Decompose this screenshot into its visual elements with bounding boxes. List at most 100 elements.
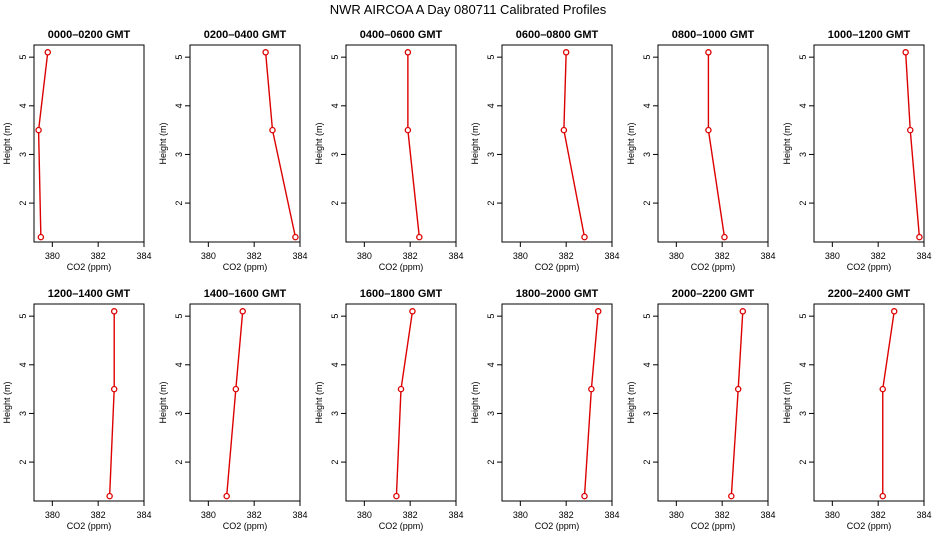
- data-point: [560, 126, 568, 134]
- y-tick-label: 3: [18, 411, 28, 416]
- x-tick-label: 380: [669, 251, 684, 261]
- x-tick-label: 380: [357, 251, 372, 261]
- y-tick-label: 4: [798, 362, 808, 367]
- plot-frame: [33, 44, 145, 243]
- x-tick-label: 384: [760, 510, 775, 520]
- x-tick-label: 384: [604, 251, 619, 261]
- y-tick-label: 3: [798, 411, 808, 416]
- x-tick-label: 384: [292, 510, 307, 520]
- y-tick-label: 2: [18, 201, 28, 206]
- y-tick-label: 5: [330, 55, 340, 60]
- y-tick-label: 5: [18, 55, 28, 60]
- y-tick-label: 4: [798, 103, 808, 108]
- y-tick-label: 4: [642, 103, 652, 108]
- data-point: [728, 492, 735, 500]
- data-point: [292, 233, 299, 241]
- data-point: [35, 126, 42, 134]
- data-point: [562, 49, 570, 56]
- panel-title: 1000–1200 GMT: [828, 29, 911, 41]
- y-axis-label: Height (m): [626, 381, 636, 423]
- y-axis-label: Height (m): [2, 381, 12, 423]
- x-tick-label: 384: [136, 510, 151, 520]
- profile-line-segment: [108, 389, 115, 497]
- data-point: [595, 308, 602, 315]
- profile-line-segment: [904, 52, 911, 131]
- y-tick-label: 4: [642, 362, 652, 367]
- panel-title: 1600–1800 GMT: [360, 288, 443, 300]
- data-point: [262, 49, 269, 56]
- data-point: [705, 49, 712, 56]
- data-point: [409, 308, 416, 315]
- x-axis-label: CO2 (ppm): [223, 521, 268, 531]
- y-tick-label: 2: [642, 201, 652, 206]
- y-tick-label: 4: [486, 103, 496, 108]
- data-point: [581, 233, 588, 241]
- x-tick-label: 380: [513, 251, 528, 261]
- panel-title: 0200–0400 GMT: [204, 29, 287, 41]
- x-axis-label: CO2 (ppm): [691, 262, 736, 272]
- y-tick-label: 2: [174, 460, 184, 465]
- x-tick-label: 380: [201, 510, 216, 520]
- profile-line-segment: [730, 389, 739, 497]
- data-point: [106, 492, 113, 500]
- data-point: [581, 492, 588, 500]
- y-tick-label: 2: [798, 460, 808, 465]
- data-point: [739, 308, 747, 315]
- x-tick-label: 384: [916, 510, 931, 520]
- y-tick-label: 3: [642, 411, 652, 416]
- x-axis-label: CO2 (ppm): [535, 521, 580, 531]
- data-point: [397, 385, 405, 393]
- profile-line-segment: [563, 52, 567, 131]
- x-axis-label: CO2 (ppm): [535, 262, 580, 272]
- x-tick-label: 384: [916, 251, 931, 261]
- data-point: [890, 308, 898, 315]
- x-tick-label: 384: [448, 251, 463, 261]
- data-point: [404, 49, 412, 56]
- profile-line-segment: [271, 129, 297, 238]
- panel-title: 0600–0800 GMT: [516, 29, 599, 41]
- profile-line-segment: [264, 52, 274, 131]
- data-point: [44, 49, 52, 56]
- data-point: [588, 385, 595, 393]
- data-point: [916, 233, 923, 241]
- y-tick-label: 2: [330, 201, 340, 206]
- x-axis-label: CO2 (ppm): [379, 521, 424, 531]
- x-axis-label: CO2 (ppm): [223, 262, 268, 272]
- profile-line-segment: [235, 311, 244, 390]
- y-axis-label: Height (m): [626, 122, 636, 164]
- x-tick-label: 380: [357, 510, 372, 520]
- panel-title: 1800–2000 GMT: [516, 288, 599, 300]
- data-point: [734, 385, 742, 393]
- y-tick-label: 3: [486, 152, 496, 157]
- x-tick-label: 382: [715, 510, 730, 520]
- y-tick-label: 3: [174, 152, 184, 157]
- y-tick-label: 3: [330, 152, 340, 157]
- panel-title: 0000–0200 GMT: [48, 29, 131, 41]
- x-tick-label: 384: [136, 251, 151, 261]
- y-tick-label: 5: [18, 314, 28, 319]
- x-axis-label: CO2 (ppm): [67, 521, 112, 531]
- profile-line-segment: [590, 311, 599, 390]
- profile-line-segment: [395, 389, 402, 497]
- y-tick-label: 5: [642, 55, 652, 60]
- x-tick-label: 382: [871, 251, 886, 261]
- plot-frame: [33, 303, 145, 502]
- y-tick-label: 5: [798, 314, 808, 319]
- x-tick-label: 384: [448, 510, 463, 520]
- y-tick-label: 2: [174, 201, 184, 206]
- y-tick-label: 5: [174, 314, 184, 319]
- profile-line-segment: [37, 130, 42, 238]
- y-tick-label: 5: [642, 314, 652, 319]
- y-tick-label: 3: [798, 152, 808, 157]
- x-tick-label: 380: [669, 510, 684, 520]
- y-tick-label: 5: [330, 314, 340, 319]
- y-tick-label: 3: [642, 152, 652, 157]
- y-axis-label: Height (m): [470, 381, 480, 423]
- y-tick-label: 2: [642, 460, 652, 465]
- data-point: [269, 126, 276, 134]
- panel-title: 2000–2200 GMT: [672, 288, 755, 300]
- y-tick-label: 4: [174, 362, 184, 367]
- plot-frame: [813, 44, 925, 243]
- profile-line-segment: [407, 130, 421, 238]
